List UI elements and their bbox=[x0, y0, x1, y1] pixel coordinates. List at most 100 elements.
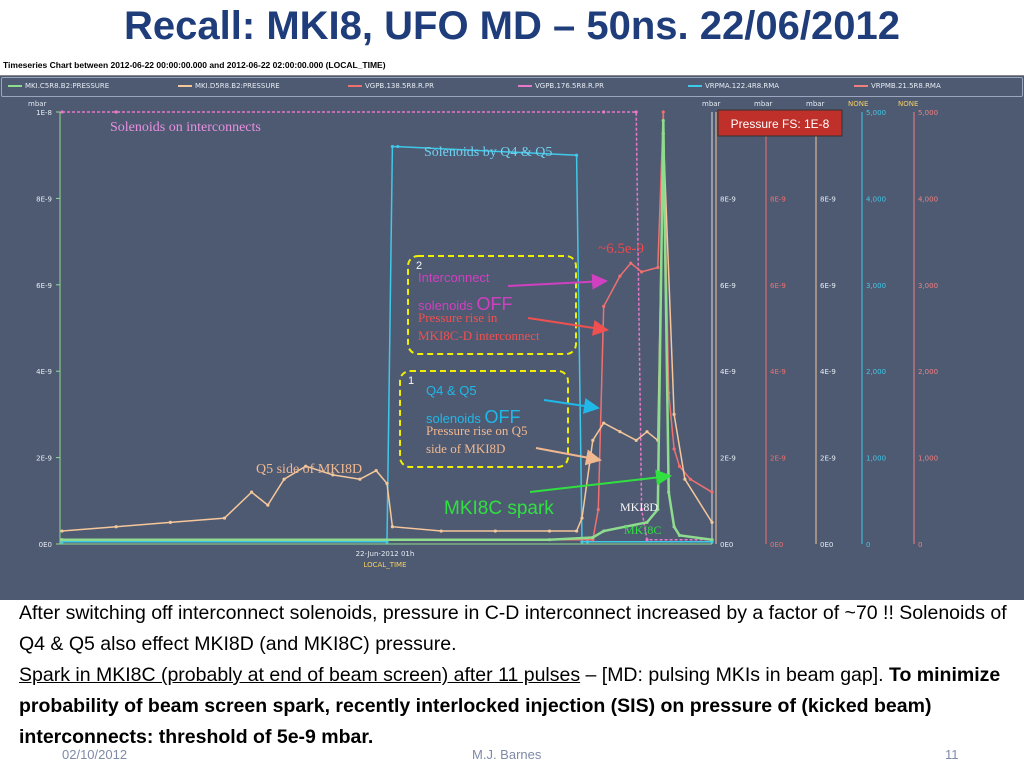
series-point bbox=[114, 525, 118, 529]
series-point bbox=[656, 507, 660, 512]
right-tick-label: 2E-9 bbox=[770, 455, 786, 463]
series-point bbox=[602, 421, 606, 425]
annotation-solenoids-q4q5: Solenoids by Q4 & Q5 bbox=[424, 145, 552, 160]
body-paragraph-1: After switching off interconnect solenoi… bbox=[19, 602, 1007, 655]
body-rest: – [MD: pulsing MKIs in beam gap]. bbox=[580, 664, 889, 686]
series-point bbox=[114, 110, 118, 114]
series-point bbox=[683, 477, 687, 481]
annotation-peak: ~6.5e-9 bbox=[598, 241, 644, 257]
right-tick-label: 8E-9 bbox=[770, 195, 786, 203]
chart-panel bbox=[0, 58, 1024, 600]
arrow-box1-tan bbox=[535, 447, 602, 466]
series-point bbox=[390, 144, 395, 149]
footer-author: M.J. Barnes bbox=[472, 747, 542, 762]
box-2-line1: Interconnect bbox=[418, 270, 490, 285]
right-tick-label: 4,000 bbox=[918, 195, 938, 203]
series-point bbox=[661, 119, 665, 123]
series-point bbox=[645, 430, 649, 434]
footer-page-number: 11 bbox=[945, 747, 959, 762]
series-point bbox=[282, 477, 286, 481]
right-tick-label: 4E-9 bbox=[720, 368, 736, 376]
right-tick-label: 5,000 bbox=[866, 109, 886, 117]
pressure-fs-label: Pressure FS: 1E-8 bbox=[731, 117, 830, 131]
right-tick-label: 0E0 bbox=[770, 541, 783, 549]
right-tick-label: 1,000 bbox=[918, 455, 938, 463]
arrow-box2-red bbox=[527, 317, 609, 336]
series-point bbox=[249, 490, 254, 494]
box-2-line2: solenoids OFF bbox=[418, 294, 513, 314]
annotation-box-2 bbox=[407, 255, 577, 355]
slide-title: Recall: MKI8, UFO MD – 50ns. 22/06/2012 bbox=[124, 4, 900, 48]
series-point bbox=[661, 110, 665, 114]
series-point bbox=[629, 261, 633, 265]
right-tick-label: 5,000 bbox=[918, 109, 938, 117]
right-tick-label: 4E-9 bbox=[770, 368, 786, 376]
box-2-rise-line2: MKI8C-D interconnect bbox=[418, 328, 540, 343]
left-tick-label: 6E-9 bbox=[36, 282, 52, 290]
series-point bbox=[168, 520, 172, 524]
body-bold: To minimize probability of beam screen s… bbox=[19, 664, 1001, 748]
series-point bbox=[618, 274, 622, 278]
right-axis-unit: mbar bbox=[702, 100, 721, 108]
right-tick-label: 3,000 bbox=[918, 282, 938, 290]
series-point bbox=[634, 438, 638, 442]
series-point bbox=[374, 468, 378, 473]
series-point bbox=[580, 540, 584, 544]
right-tick-label: 6E-9 bbox=[720, 282, 736, 290]
series-point bbox=[710, 520, 714, 524]
series-point bbox=[591, 438, 595, 442]
series-point bbox=[639, 507, 644, 512]
slide-body: After switching off interconnect solenoi… bbox=[19, 598, 1009, 753]
legend-item-mki-d5r8[interactable]: MKI.D5R8.B2:PRESSURE bbox=[178, 82, 280, 90]
left-tick-label: 4E-9 bbox=[36, 368, 52, 376]
series-point bbox=[672, 447, 676, 451]
series-point bbox=[385, 540, 389, 544]
arrow-box2-magenta bbox=[507, 273, 608, 290]
series-point bbox=[710, 538, 714, 542]
series-point bbox=[677, 464, 682, 468]
series-point bbox=[639, 270, 644, 274]
right-tick-label: 0 bbox=[918, 541, 922, 549]
series-point bbox=[585, 540, 590, 544]
body-paragraph-2: Spark in MKI8C (probably at end of beam … bbox=[19, 660, 1009, 753]
series-point bbox=[60, 538, 64, 542]
series-point bbox=[331, 473, 335, 477]
right-axis-unit: mbar bbox=[754, 100, 773, 108]
left-tick-label: 2E-9 bbox=[36, 455, 52, 463]
right-axes bbox=[715, 112, 915, 544]
annotation-box-1 bbox=[399, 370, 569, 468]
series-point bbox=[390, 525, 395, 529]
series-line bbox=[62, 111, 712, 541]
right-tick-label: 2E-9 bbox=[820, 455, 836, 463]
series-point bbox=[623, 525, 627, 529]
series-point bbox=[396, 144, 400, 149]
right-tick-label: 1,000 bbox=[866, 455, 886, 463]
series-point bbox=[618, 430, 622, 434]
legend-item-vrpma-122[interactable]: VRPMA.122.4R8.RMA bbox=[688, 82, 779, 90]
series-point bbox=[266, 503, 270, 507]
series-point bbox=[547, 538, 552, 542]
right-tick-label: 6E-9 bbox=[820, 282, 836, 290]
series-point bbox=[672, 412, 676, 416]
left-tick-label: 1E-8 bbox=[36, 109, 52, 117]
series-point bbox=[304, 464, 308, 468]
legend-item-mki-c5r8[interactable]: MKI.C5R8.B2:PRESSURE bbox=[8, 82, 109, 90]
series-point bbox=[574, 153, 579, 157]
annotation-mki8c: MKI8C bbox=[624, 523, 661, 537]
annotation-q5-side: Q5 side of MKI8D bbox=[256, 462, 362, 477]
right-axis-unit: mbar bbox=[806, 100, 825, 108]
series-point bbox=[634, 110, 638, 114]
legend-item-vgpb-176[interactable]: VGPB.176.5R8.R.PR bbox=[518, 82, 604, 90]
pressure-fs-box bbox=[717, 109, 843, 137]
legend-item-vrpmb-21[interactable]: VRPMB.21.5R8.RMA bbox=[854, 82, 941, 90]
annotation-spark: MKI8C spark bbox=[444, 498, 554, 519]
series-point bbox=[385, 481, 389, 486]
legend-item-vgpb-138[interactable]: VGPB.138.5R8.R.PR bbox=[348, 82, 434, 90]
arrow-box1-cyan bbox=[543, 398, 600, 414]
series-point bbox=[645, 538, 649, 542]
right-axis-unit: NONE bbox=[898, 100, 918, 108]
timeseries-header: Timeseries Chart between 2012-06-22 00:0… bbox=[0, 58, 1024, 76]
series-point bbox=[358, 477, 362, 481]
right-tick-label: 8E-9 bbox=[720, 195, 736, 203]
box-1-line1: Q4 & Q5 bbox=[426, 383, 477, 398]
